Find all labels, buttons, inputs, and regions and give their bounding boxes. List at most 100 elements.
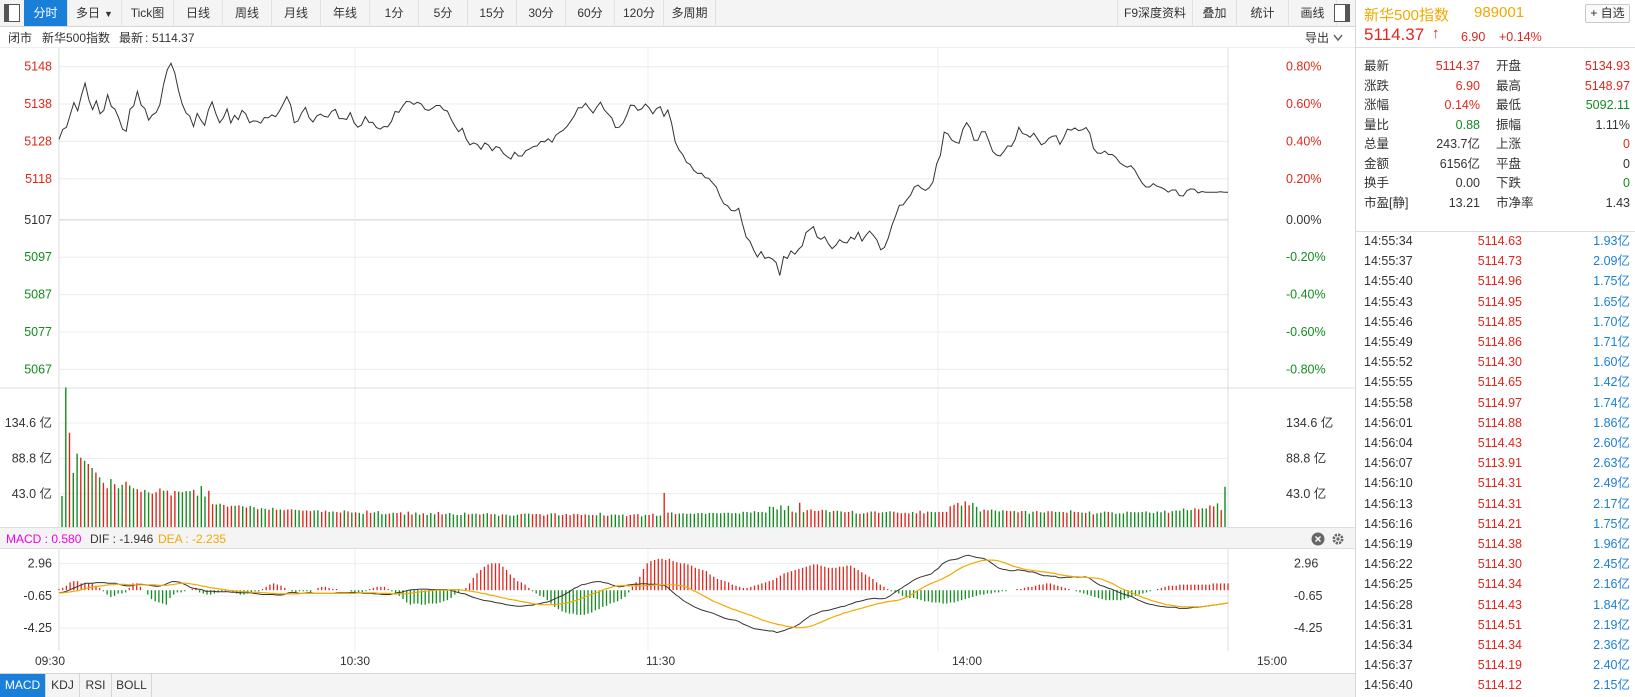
- export-button[interactable]: 导出: [1305, 31, 1330, 45]
- add-watchlist-button[interactable]: + 自选: [1585, 4, 1630, 23]
- quote-field-label: 下跌: [1496, 176, 1522, 190]
- quote-field-label: 上涨: [1496, 137, 1522, 151]
- quote-field-label: 涨幅: [1364, 98, 1390, 112]
- period-toolbar: 分时 多日 ▼ Tick图 日线 周线 月线 年线 1分 5分 15分 30分 6…: [0, 0, 1355, 27]
- tick-time: 14:55:49: [1364, 335, 1413, 349]
- tick-time: 14:55:43: [1364, 294, 1413, 309]
- f9-deep-data-button[interactable]: F9深度资料: [1117, 0, 1193, 26]
- quote-price: 5114.37: [1364, 25, 1425, 44]
- volume-tick-label: 88.8 亿: [1286, 450, 1326, 465]
- tab-multi-period[interactable]: 多周期: [664, 0, 716, 26]
- macd-tick-label: 2.96: [1294, 557, 1318, 571]
- tab-boll[interactable]: BOLL: [112, 674, 152, 697]
- time-tick: 09:30: [35, 654, 66, 668]
- overlay-button[interactable]: 叠加: [1193, 0, 1237, 26]
- draw-line-button[interactable]: 画线: [1289, 0, 1337, 26]
- price-axis-left: 5148 5138 5128 5118 5107 5097 5087 5077 5067: [24, 60, 52, 377]
- tab-intraday[interactable]: 分时: [24, 0, 68, 26]
- tick-time: 14:55:40: [1364, 274, 1413, 289]
- tick-time: 14:56:37: [1364, 658, 1413, 673]
- tab-kdj[interactable]: KDJ: [46, 674, 80, 697]
- quote-change-pct: +0.14%: [1499, 30, 1542, 44]
- tab-macd[interactable]: MACD: [0, 674, 46, 697]
- tick-row: 14:55:40 5114.96 1.75亿: [1364, 271, 1630, 291]
- price-tick-label: 5107: [24, 213, 52, 227]
- quote-field-value: 0: [1623, 156, 1630, 171]
- price-tick-label: 5097: [24, 250, 52, 264]
- tick-time: 14:56:04: [1364, 436, 1413, 450]
- info-bar: 闭市 新华500指数 最新 : 5114.37 导出: [0, 28, 1355, 48]
- tick-volume: 2.49亿: [1593, 476, 1630, 491]
- tick-row: 14:55:37 5114.73 2.09亿: [1364, 251, 1630, 271]
- tab-rsi[interactable]: RSI: [80, 674, 112, 697]
- dif-value: DIF : -1.946: [90, 532, 154, 546]
- quote-field-value: 1.43: [1605, 195, 1630, 210]
- price-tick-label: 5148: [24, 60, 52, 74]
- volume-tick-label: 134.6 亿: [1286, 415, 1333, 430]
- tick-row: 14:56:31 5114.51 2.19亿: [1364, 615, 1630, 635]
- macd-tick-label: -4.25: [24, 621, 53, 635]
- quote-field-value: 1.11%: [1595, 117, 1630, 132]
- tab-30min[interactable]: 30分: [517, 0, 566, 26]
- tick-time: 14:55:37: [1364, 254, 1413, 269]
- tab-daily[interactable]: 日线: [174, 0, 223, 26]
- volume-tick-label: 88.8 亿: [12, 450, 52, 465]
- tick-price: 5114.88: [1477, 415, 1522, 430]
- tab-60min[interactable]: 60分: [566, 0, 615, 26]
- quote-field-label: 量比: [1364, 117, 1390, 132]
- tick-volume: 2.16亿: [1593, 577, 1630, 592]
- tab-5min[interactable]: 5分: [419, 0, 468, 26]
- price-tick-label: 5077: [24, 325, 52, 339]
- pct-tick-label: -0.80%: [1286, 362, 1326, 376]
- chevron-down-icon[interactable]: [1333, 34, 1343, 42]
- tab-weekly[interactable]: 周线: [223, 0, 272, 26]
- macd-chart[interactable]: 2.96 2.96 -0.65 -0.65 -4.25 -4.25: [0, 549, 1355, 671]
- tab-multiday-label: 多日: [76, 6, 101, 20]
- chevron-down-icon: ▼: [104, 9, 113, 19]
- quote-grid-row: 最新 5114.37 开盘 5134.93: [1364, 56, 1630, 76]
- tick-price: 5114.96: [1477, 274, 1522, 289]
- tab-15min[interactable]: 15分: [468, 0, 517, 26]
- tab-monthly[interactable]: 月线: [272, 0, 321, 26]
- panel-right-icon[interactable]: [1334, 4, 1350, 22]
- tick-time: 14:56:01: [1364, 415, 1413, 430]
- statistics-button[interactable]: 统计: [1237, 0, 1289, 26]
- tick-row: 14:56:13 5114.31 2.17亿: [1364, 494, 1630, 514]
- volume-grid: [0, 387, 1355, 495]
- tick-price: 5114.95: [1477, 294, 1522, 309]
- chart-pane: 分时 多日 ▼ Tick图 日线 周线 月线 年线 1分 5分 15分 30分 6…: [0, 0, 1355, 697]
- quote-grid-row: 量比 0.88 振幅 1.11%: [1364, 115, 1630, 135]
- gear-icon[interactable]: [1331, 532, 1345, 546]
- tab-1min[interactable]: 1分: [370, 0, 419, 26]
- macd-tick-label: -4.25: [1294, 621, 1323, 635]
- quote-field-value: 5134.93: [1584, 59, 1630, 73]
- tick-row: 14:56:10 5114.31 2.49亿: [1364, 473, 1630, 493]
- tick-volume: 2.40亿: [1593, 658, 1630, 673]
- tick-price: 5114.97: [1477, 395, 1522, 410]
- tick-volume: 1.74亿: [1593, 395, 1630, 410]
- tab-yearly[interactable]: 年线: [321, 0, 370, 26]
- panel-left-icon[interactable]: [4, 4, 20, 22]
- tick-price: 5113.91: [1477, 456, 1522, 471]
- tick-price: 5114.31: [1477, 476, 1522, 491]
- tick-volume: 2.17亿: [1593, 496, 1630, 511]
- price-tick-label: 5087: [24, 288, 52, 302]
- tab-tick[interactable]: Tick图: [122, 0, 174, 26]
- quote-field-value: 0.88: [1455, 117, 1480, 132]
- tick-volume: 1.71亿: [1593, 335, 1630, 349]
- tick-volume: 1.75亿: [1593, 516, 1630, 531]
- quote-grid-row: 换手 0.00 下跌 0: [1364, 173, 1630, 193]
- quote-field-label: 涨跌: [1364, 78, 1390, 93]
- macd-tick-label: -0.65: [1294, 589, 1323, 603]
- tick-time: 14:56:34: [1364, 638, 1413, 652]
- price-volume-chart[interactable]: 5148 5138 5128 5118 5107 5097 5087 5077 5067 0.8…: [0, 48, 1355, 527]
- tick-time: 14:56:16: [1364, 516, 1413, 531]
- latest-value: 5114.37: [152, 31, 195, 45]
- tick-row: 14:56:22 5114.30 2.45亿: [1364, 554, 1630, 574]
- quote-grid-row: 金额 6156亿 平盘 0: [1364, 154, 1630, 174]
- tab-120min[interactable]: 120分: [615, 0, 664, 26]
- tick-row: 14:55:34 5114.63 1.93亿: [1364, 231, 1630, 251]
- tab-multiday[interactable]: 多日 ▼: [68, 0, 122, 26]
- close-circle-icon[interactable]: [1311, 532, 1325, 546]
